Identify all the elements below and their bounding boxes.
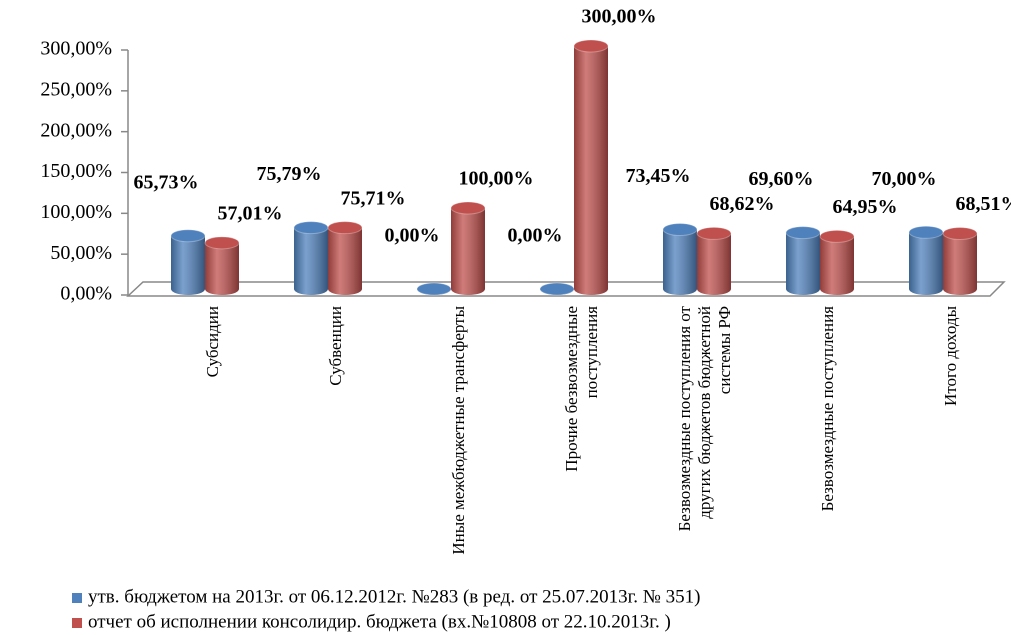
legend-label: отчет об исполнении консолидир. бюджета … bbox=[88, 611, 671, 632]
bar bbox=[908, 225, 944, 295]
data-label: 69,60% bbox=[749, 168, 814, 190]
bar-part bbox=[908, 225, 944, 239]
bar-part bbox=[662, 223, 698, 237]
data-label: 64,95% bbox=[833, 196, 898, 218]
bar-part bbox=[697, 233, 731, 295]
bar-part bbox=[696, 226, 732, 240]
bar-part bbox=[539, 282, 575, 296]
bar-part bbox=[942, 227, 978, 241]
data-label: 70,00% bbox=[872, 168, 937, 190]
y-tick-label: 200,00% bbox=[40, 119, 112, 141]
legend-swatch bbox=[72, 618, 82, 628]
bar-part bbox=[327, 221, 363, 235]
bar bbox=[696, 226, 732, 295]
bar-part bbox=[786, 232, 820, 295]
bar-part bbox=[171, 235, 205, 295]
data-label: 57,01% bbox=[218, 202, 283, 224]
y-tick-label: 250,00% bbox=[40, 78, 112, 100]
bar-part bbox=[820, 236, 854, 295]
data-label: 100,00% bbox=[459, 168, 534, 190]
bar-part bbox=[663, 229, 697, 295]
bar-part bbox=[451, 208, 485, 295]
bar-part bbox=[450, 201, 486, 215]
data-label: 75,79% bbox=[257, 163, 322, 185]
bar-part bbox=[328, 227, 362, 295]
data-label: 75,71% bbox=[341, 187, 406, 209]
bar bbox=[170, 229, 206, 295]
y-tick-label: 50,00% bbox=[50, 242, 112, 264]
data-label: 73,45% bbox=[626, 165, 691, 187]
bar bbox=[293, 221, 329, 295]
x-tick-label: Иные межбюджетные трансферты bbox=[449, 306, 468, 555]
x-tick-label: Безвозмездные поступления bbox=[818, 306, 837, 512]
data-label: 300,00% bbox=[582, 6, 657, 28]
bar-part bbox=[909, 232, 943, 295]
x-tick-label: Субвенции bbox=[326, 306, 345, 386]
bar bbox=[662, 223, 698, 295]
x-tick-label: Прочие безвозмездные поступления bbox=[562, 306, 601, 472]
y-tick-label: 300,00% bbox=[40, 38, 112, 60]
bar bbox=[819, 229, 855, 295]
bar-part bbox=[573, 39, 609, 53]
bar-part bbox=[785, 226, 821, 240]
y-tick-label: 150,00% bbox=[40, 160, 112, 182]
data-label: 0,00% bbox=[508, 225, 563, 247]
bar-part bbox=[943, 233, 977, 295]
data-label: 0,00% bbox=[385, 225, 440, 247]
data-label: 68,51% bbox=[956, 193, 1011, 215]
x-tick-label: Итого доходы bbox=[941, 306, 960, 406]
legend-swatch bbox=[72, 593, 82, 603]
data-label: 65,73% bbox=[134, 171, 199, 193]
bar bbox=[416, 282, 452, 296]
bar-part bbox=[294, 227, 328, 295]
x-tick-label: Субсидии bbox=[203, 306, 222, 378]
bar bbox=[573, 39, 609, 295]
bar bbox=[450, 201, 486, 295]
bar-part bbox=[574, 46, 608, 295]
legend-label: утв. бюджетом на 2013г. от 06.12.2012г. … bbox=[88, 586, 701, 607]
y-tick-label: 100,00% bbox=[40, 201, 112, 223]
bar-part bbox=[293, 221, 329, 235]
bar-part bbox=[205, 242, 239, 295]
bar-part bbox=[416, 282, 452, 296]
bar bbox=[327, 221, 363, 295]
bar bbox=[539, 282, 575, 296]
bar-part bbox=[819, 229, 855, 243]
bar-part bbox=[204, 236, 240, 250]
data-label: 68,62% bbox=[710, 193, 775, 215]
y-tick-label: 0,00% bbox=[60, 283, 112, 305]
bar bbox=[204, 236, 240, 295]
bar-part bbox=[170, 229, 206, 243]
x-tick-label: Безвозмездные поступления от других бюдж… bbox=[675, 306, 734, 532]
bar bbox=[942, 227, 978, 295]
bar bbox=[785, 226, 821, 295]
